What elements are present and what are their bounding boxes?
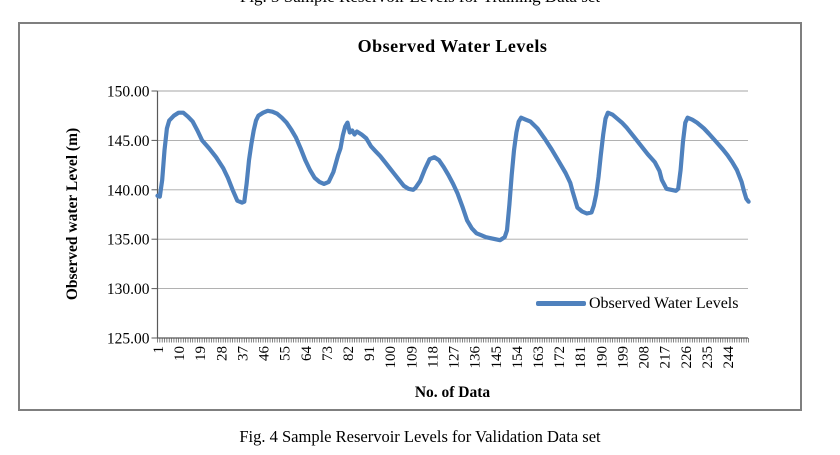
x-tick-label: 100 [383,346,399,369]
x-tick-label: 154 [510,346,526,369]
x-tick-label: 235 [700,346,716,369]
y-tick-label: 140.00 [107,182,150,199]
x-tick-label: 127 [447,346,463,369]
x-tick-label: 109 [404,346,420,369]
legend-label: Observed Water Levels [589,294,739,312]
x-tick-label: 244 [721,346,737,369]
y-tick-label: 130.00 [107,281,150,298]
x-tick-label: 55 [278,346,294,361]
x-tick-label: 64 [299,346,315,362]
y-tick-label: 125.00 [107,331,150,348]
x-tick-label: 208 [637,346,653,369]
x-tick-label: 199 [615,346,631,369]
y-tick-label: 135.00 [107,232,150,249]
chart-frame [18,22,802,411]
x-tick-label: 172 [552,346,568,369]
y-tick-label: 150.00 [107,84,150,101]
series-line [155,108,751,243]
figure-caption: Fig. 4 Sample Reservoir Levels for Valid… [239,427,601,446]
x-tick-label: 91 [362,346,378,361]
x-tick-label: 181 [573,346,589,369]
x-tick-label: 136 [468,346,484,369]
x-tick-label: 145 [489,346,505,369]
x-tick-label: 82 [341,346,357,361]
x-tick-label: 226 [679,346,695,369]
x-tick-label: 46 [257,346,273,362]
x-tick-label: 118 [425,346,441,368]
y-axis-title: Observed water Level (m) [64,127,81,301]
x-axis-title: No. of Data [414,384,491,401]
chart-title: Observed Water Levels [357,36,548,56]
x-tick-label: 163 [531,346,547,369]
legend-line-swatch [536,301,586,306]
x-tick-label: 190 [594,346,610,369]
x-tick-label: 19 [193,346,209,361]
y-tick-label: 145.00 [107,133,150,150]
x-tick-label: 1 [151,346,167,354]
x-tick-label: 73 [320,346,336,361]
cropped-previous-caption: Fig. 3 Sample Reservoir Levels for Train… [0,0,840,7]
legend: Observed Water Levels [536,295,738,312]
x-tick-label: 217 [658,346,674,369]
x-tick-label: 28 [214,346,230,361]
x-tick-label: 37 [235,346,251,362]
x-tick-label: 10 [172,346,188,361]
